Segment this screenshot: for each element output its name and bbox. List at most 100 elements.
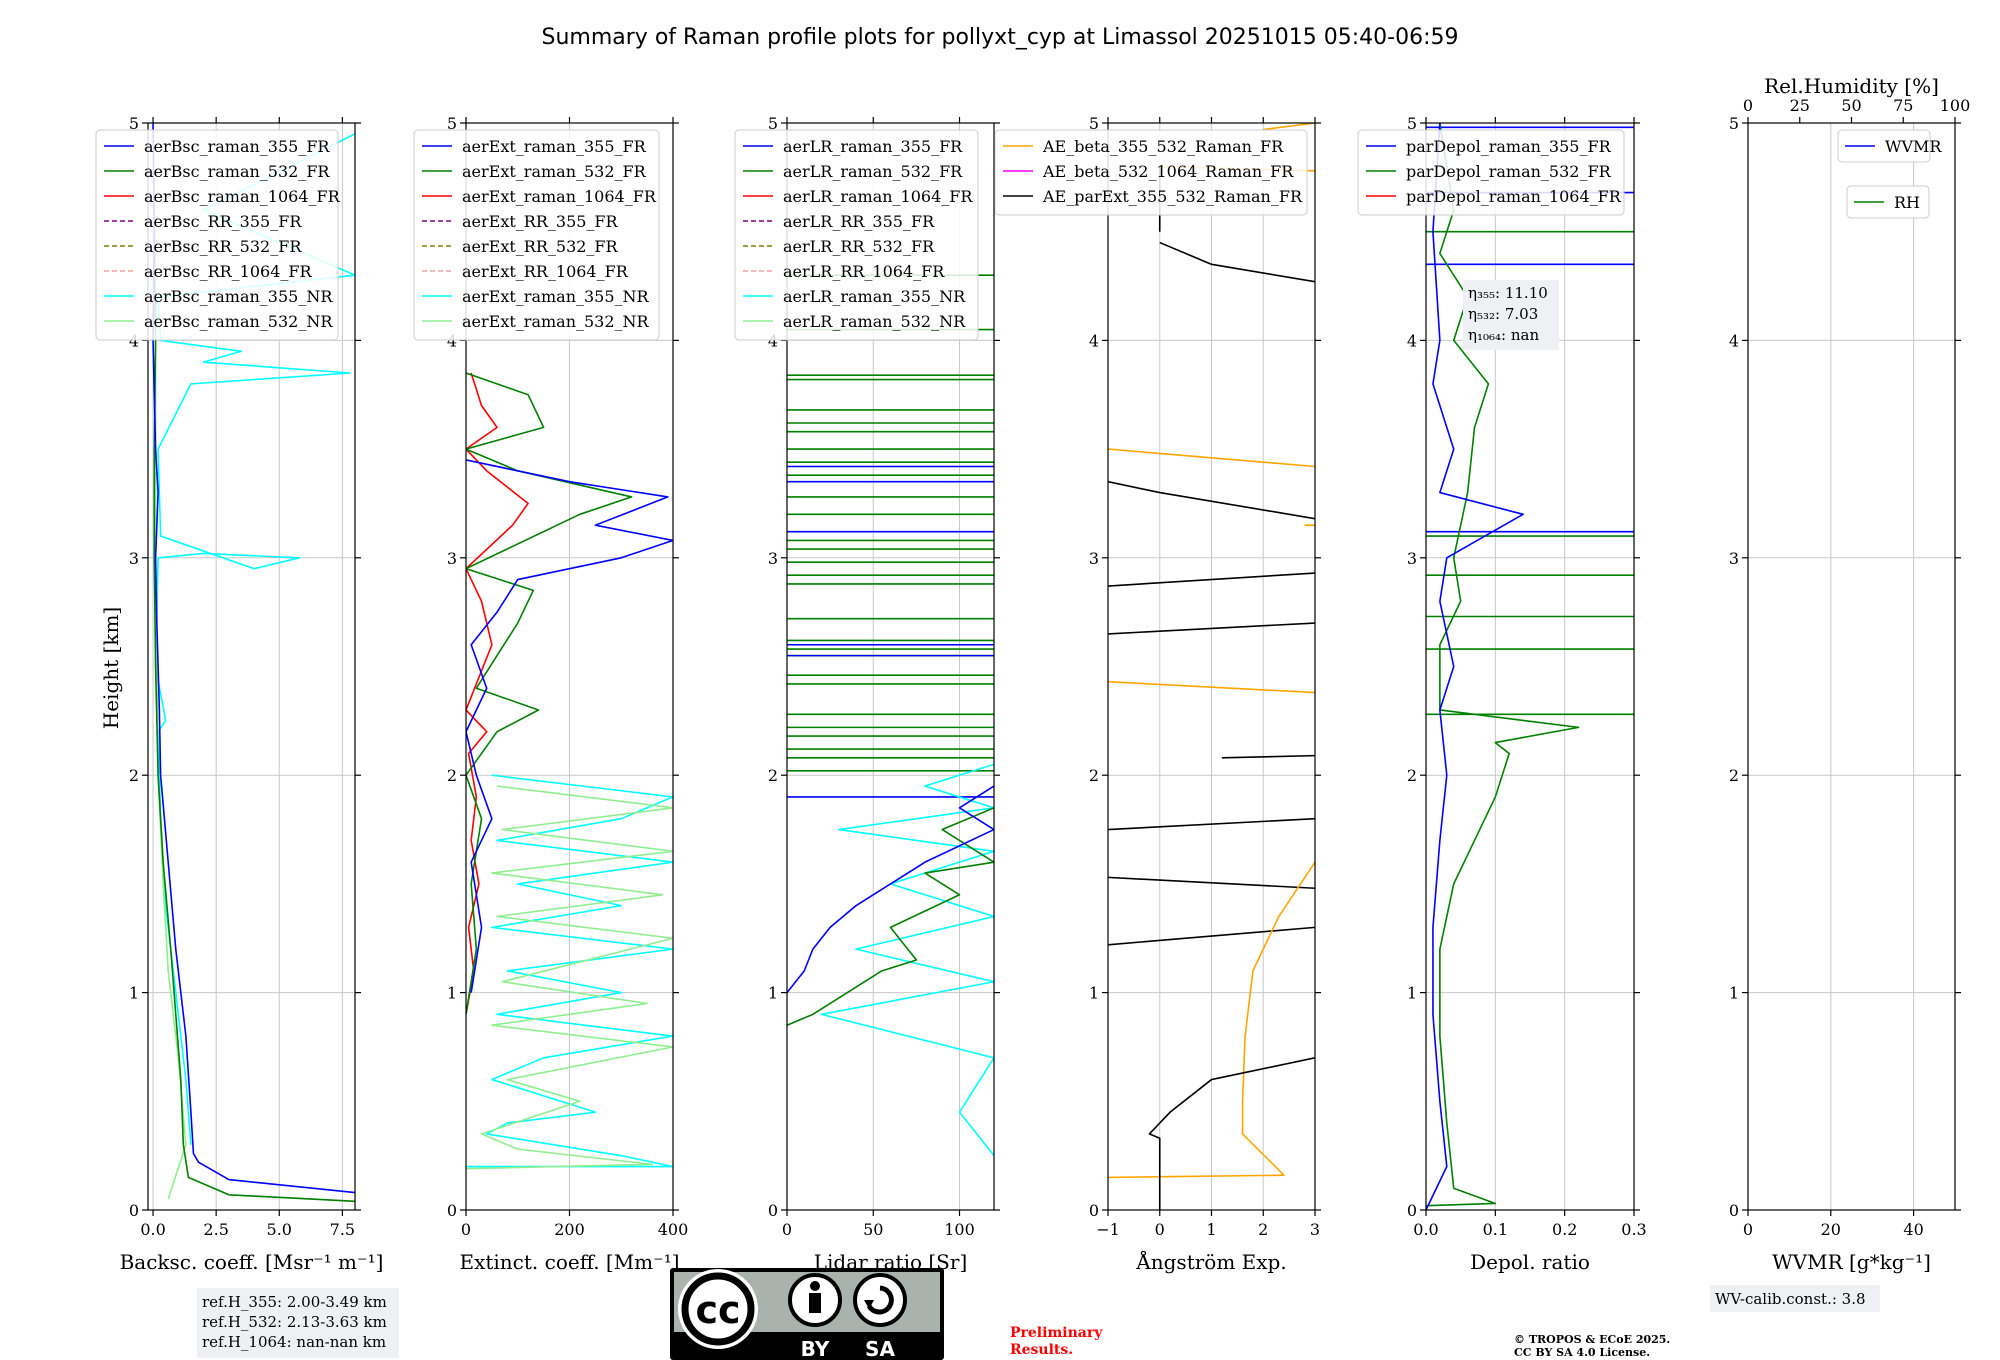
- annotation-line: η₁₀₆₄: nan: [1468, 326, 1539, 344]
- data-segment: [1159, 241, 1315, 283]
- legend-entry: aerExt_raman_355_FR: [462, 137, 647, 156]
- x-tick-label: 50: [863, 1220, 883, 1239]
- x-tick-label: 0: [461, 1220, 471, 1239]
- legend-entry: aerLR_raman_532_NR: [783, 312, 966, 331]
- y-tick-label: 4: [129, 331, 139, 350]
- legend-box: [734, 129, 979, 341]
- panel-extinction: 0 1 2 3 4 5 0 200 400 Extinct. coeff. [Mm⁻¹] aerEx…: [413, 114, 689, 1274]
- x-tick-label: 0.0: [140, 1220, 165, 1239]
- figure-title: Summary of Raman profile plots for polly…: [542, 25, 1459, 50]
- data-segment: [1221, 754, 1315, 759]
- annotation-line: η₅₃₂: 7.03: [1468, 305, 1538, 323]
- annotation-box: [1463, 280, 1559, 350]
- depol-annotation: η₃₅₅: 11.10 η₅₃₂: 7.03 η₁₀₆₄: nan: [1463, 280, 1559, 350]
- series-aerExt_raman_532_NR: [466, 785, 673, 1170]
- x-tick-label: 2: [1258, 1220, 1268, 1239]
- legend-entry: aerBsc_RR_532_FR: [144, 237, 302, 256]
- data-segment: [1108, 876, 1315, 890]
- annotation-box: [197, 1288, 399, 1358]
- y-tick-label: 4: [1729, 331, 1739, 350]
- legend-rh: RH: [1846, 185, 1930, 219]
- x-tick-label: 0.1: [1483, 1220, 1508, 1239]
- legend-entry: aerLR_RR_355_FR: [783, 212, 935, 231]
- x-tick-label: 2.5: [203, 1220, 228, 1239]
- legend-entry: AE_beta_532_1064_Raman_FR: [1042, 162, 1294, 181]
- legend-entry: aerExt_RR_355_FR: [462, 212, 619, 231]
- wv-calib-annotation: WV-calib.const.: 3.8: [1710, 1285, 1880, 1312]
- series-aerExt_raman_355_FR: [466, 459, 673, 993]
- y-tick-label: 2: [129, 766, 139, 785]
- legend-entry: parDepol_raman_1064_FR: [1406, 187, 1622, 206]
- panel-backscatter: 0 1 2 3 4 5 0.0 2.5 5.0 7.5 Backsc. coeff. [Msr⁻¹ …: [95, 114, 383, 1274]
- annotation-line: ref.H_1064: nan-nan km: [202, 1333, 386, 1351]
- annotation-line: ref.H_532: 2.13-3.63 km: [202, 1313, 387, 1331]
- legend-entry: aerBsc_raman_532_NR: [144, 312, 333, 331]
- panel-depol: 0 1 2 3 4 5 0.0 0.1 0.2 0.3 Depol. ratio parDepol_r…: [1357, 114, 1647, 1274]
- series-AE_beta_355_532_Raman_FR: [1108, 861, 1315, 1179]
- data-segment: [1108, 680, 1315, 694]
- data-segment: [1108, 448, 1315, 468]
- top-x-tick-label: 0: [1743, 96, 1753, 115]
- axes-frame: [786, 122, 995, 1211]
- plot-area: [466, 372, 673, 1170]
- y-tick-label: 1: [1089, 984, 1099, 1003]
- y-tick-label: 4: [447, 331, 457, 350]
- data-segment: [1263, 123, 1315, 131]
- refh-annotation: ref.H_355: 2.00-3.49 km ref.H_532: 2.13-3…: [197, 1288, 399, 1358]
- x-tick-label: 5.0: [267, 1220, 292, 1239]
- y-tick-label: 3: [447, 549, 457, 568]
- x-tick-label: −1: [1096, 1220, 1120, 1239]
- y-tick-label: 0: [447, 1201, 457, 1220]
- plot-area: [787, 274, 994, 1157]
- y-tick-label: 4: [768, 331, 778, 350]
- y-tick-label: 2: [1407, 766, 1417, 785]
- y-tick-label: 3: [1089, 549, 1099, 568]
- legend-entry: aerLR_raman_355_FR: [783, 137, 963, 156]
- x-tick-label: 0.3: [1621, 1220, 1646, 1239]
- legend-entry: aerBsc_raman_355_NR: [144, 287, 333, 306]
- x-tick-label: 0: [1743, 1220, 1753, 1239]
- series-parDepol_raman_355_FR: [1426, 123, 1524, 1210]
- y-tick-label: 5: [1089, 114, 1099, 133]
- top-x-tick-label: 75: [1893, 96, 1913, 115]
- sa-icon: [853, 1273, 907, 1327]
- y-tick-label: 2: [1729, 766, 1739, 785]
- x-tick-label: 400: [658, 1220, 689, 1239]
- legend-entry: aerExt_raman_355_NR: [462, 287, 650, 306]
- cc-logo-text: cc: [695, 1288, 740, 1332]
- x-tick-label: 3: [1310, 1220, 1320, 1239]
- y-tick-label: 3: [1407, 549, 1417, 568]
- axes-frame: [1425, 122, 1635, 1211]
- legend-angstrom: AE_beta_355_532_Raman_FR AE_beta_532_1064…: [994, 129, 1308, 216]
- y-tick-label: 0: [768, 1201, 778, 1220]
- copyright-text: CC BY SA 4.0 License.: [1514, 1346, 1650, 1359]
- x-tick-label: 20: [1821, 1220, 1841, 1239]
- y-tick-label: 5: [1729, 114, 1739, 133]
- legend-backscatter: aerBsc_raman_355_FR aerBsc_raman_532_FRae…: [95, 129, 341, 341]
- legend-entry: aerLR_raman_355_NR: [783, 287, 966, 306]
- top-x-axis-label: Rel.Humidity [%]: [1764, 74, 1939, 98]
- plot-area: [152, 123, 355, 1203]
- legend-box: [1846, 185, 1930, 219]
- badge-by-text: BY: [801, 1337, 830, 1360]
- legend-entry: RH: [1894, 193, 1920, 212]
- legend-entry: aerBsc_raman_355_FR: [144, 137, 330, 156]
- by-icon: [809, 1293, 821, 1313]
- legend-box: [994, 129, 1308, 216]
- x-tick-label: 1: [1206, 1220, 1216, 1239]
- x-tick-label: 7.5: [330, 1220, 355, 1239]
- legend-entry: aerExt_raman_1064_FR: [462, 187, 657, 206]
- legend-entry: WVMR: [1885, 137, 1942, 156]
- x-tick-label: 40: [1903, 1220, 1923, 1239]
- y-tick-label: 0: [129, 1201, 139, 1220]
- legend-box: [1837, 129, 1931, 163]
- legend-entry: aerExt_RR_1064_FR: [462, 262, 629, 281]
- series-parDepol_raman_532_FR: [1426, 123, 1580, 1207]
- data-segment: [1108, 622, 1315, 635]
- y-tick-label: 1: [447, 984, 457, 1003]
- legend-entry: AE_beta_355_532_Raman_FR: [1042, 137, 1284, 156]
- plot-area: [1426, 123, 1634, 1210]
